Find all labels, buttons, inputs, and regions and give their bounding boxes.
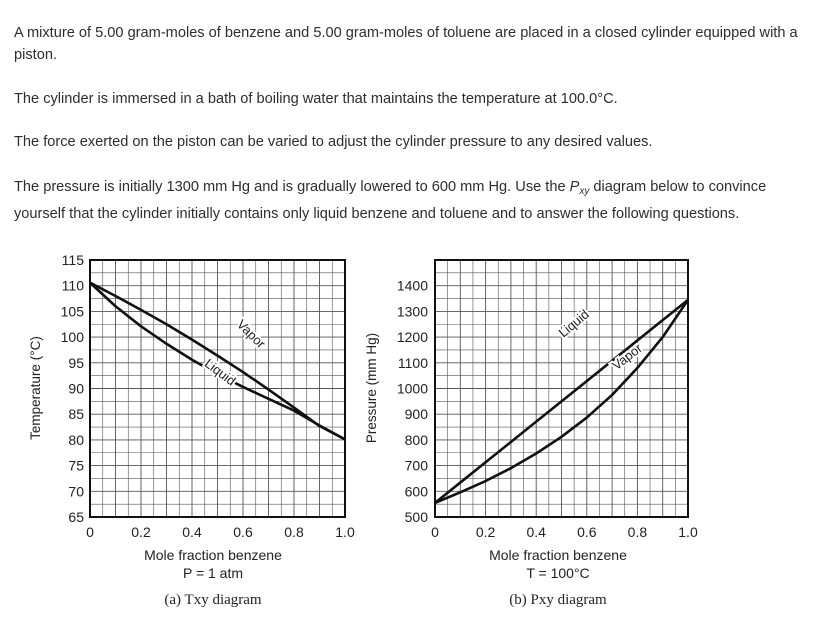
phase-diagrams: 65 70 75 80 85 90 95 100 105 110 115 0 0.2 0.4 0.6 0.8 1… xyxy=(28,252,698,608)
pxy-liquid-curve xyxy=(434,298,689,504)
pxy-ytick-label: 1100 xyxy=(398,355,428,371)
intro-paragraph: A mixture of 5.00 gram-moles of benzene … xyxy=(14,25,798,63)
pxy-ytick-label: 700 xyxy=(405,458,429,474)
pxy-ytick-label: 800 xyxy=(405,432,429,448)
pxy-vapor-curve xyxy=(434,299,690,505)
txy-ytick-label: 70 xyxy=(68,483,84,499)
txy-xtick-label: 1.0 xyxy=(335,524,355,540)
txy-xtick-label: 0 xyxy=(86,524,94,540)
pxy-xtick-label: 0.6 xyxy=(577,524,597,540)
piston-paragraph: The force exerted on the piston can be v… xyxy=(14,134,653,150)
txy-ytick-label: 115 xyxy=(62,252,85,268)
pxy-xtick-label: 1.0 xyxy=(678,524,698,540)
pxy-symbol: P xyxy=(569,179,580,195)
pxy-xtick-label: 0.4 xyxy=(526,524,546,540)
txy-liquid-curve xyxy=(89,281,346,441)
pressure-paragraph: The pressure is initially 1300 mm Hg and… xyxy=(14,176,814,225)
txy-xlabel: Mole fraction benzene xyxy=(144,547,282,563)
pxy-xtick-label: 0.2 xyxy=(476,524,496,540)
txy-ytick-label: 90 xyxy=(68,381,84,397)
pressure-text-end: diagram below to convince yourself that … xyxy=(14,179,767,222)
pxy-ytick-label: 1300 xyxy=(397,303,428,319)
pxy-caption: (b) Pxy diagram xyxy=(509,592,607,608)
txy-ytick-label: 105 xyxy=(61,303,85,319)
pressure-text-start: The pressure is initially 1300 mm Hg and… xyxy=(14,179,570,195)
pxy-ytick-label: 1200 xyxy=(397,329,428,345)
pxy-plot-frame xyxy=(434,259,689,518)
pxy-ytick-label: 1400 xyxy=(397,278,428,294)
pxy-ylabel: Pressure (mm Hg) xyxy=(364,333,379,443)
pxy-subscript: xy xyxy=(579,186,590,197)
pxy-ytick-label: 500 xyxy=(405,509,429,525)
pxy-condition: T = 100°C xyxy=(526,565,589,581)
txy-plot-frame xyxy=(89,259,346,518)
pxy-xlabel: Mole fraction benzene xyxy=(489,547,627,563)
pxy-chart: 500 600 700 800 900 1000 1100 1200 1300 1400 0 0.2 0… xyxy=(364,259,698,608)
txy-liquid-label: Liquid xyxy=(202,356,239,389)
txy-ytick-label: 85 xyxy=(68,406,84,422)
txy-ytick-label: 95 xyxy=(68,355,84,371)
bath-paragraph: The cylinder is immersed in a bath of bo… xyxy=(14,91,618,107)
txy-caption: (a) Txy diagram xyxy=(164,592,262,608)
txy-xtick-label: 0.8 xyxy=(284,524,304,540)
txy-ytick-label: 80 xyxy=(68,432,84,448)
pxy-xtick-label: 0.8 xyxy=(628,524,648,540)
pxy-ytick-label: 600 xyxy=(405,483,429,499)
txy-vapor-label: Vapor xyxy=(234,317,269,352)
txy-ytick-label: 65 xyxy=(68,509,84,525)
txy-vapor-curve xyxy=(89,281,346,441)
txy-ytick-label: 75 xyxy=(68,458,84,474)
pxy-xtick-label: 0 xyxy=(431,524,439,540)
txy-ytick-label: 100 xyxy=(61,329,85,345)
txy-xtick-label: 0.6 xyxy=(233,524,253,540)
pxy-ytick-label: 1000 xyxy=(397,381,428,397)
txy-xtick-label: 0.4 xyxy=(182,524,202,540)
txy-condition: P = 1 atm xyxy=(183,565,243,581)
txy-xtick-label: 0.2 xyxy=(131,524,151,540)
pxy-vapor-label: Vapor xyxy=(609,340,645,373)
txy-ylabel: Temperature (°C) xyxy=(28,336,43,440)
txy-ytick-label: 110 xyxy=(62,278,85,294)
pxy-ytick-label: 900 xyxy=(405,406,429,422)
txy-chart: 65 70 75 80 85 90 95 100 105 110 115 0 0.2 0.4 0.6 0.8 1… xyxy=(28,252,355,608)
